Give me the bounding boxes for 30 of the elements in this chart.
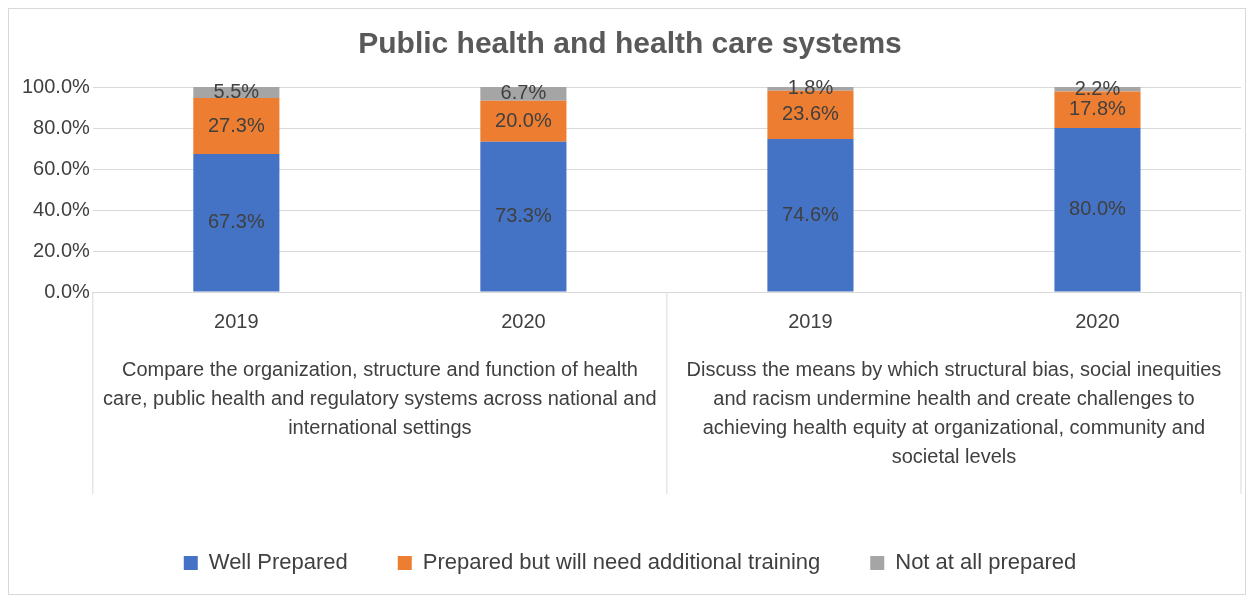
y-tick-label: 40.0% (33, 197, 91, 220)
data-label: 6.7% (500, 81, 547, 104)
x-tick-label: 2020 (501, 309, 546, 332)
bar (480, 141, 567, 292)
data-label: 67.3% (207, 210, 265, 233)
y-tick-label: 20.0% (33, 238, 91, 261)
chart-title: Public health and health care systems (358, 26, 902, 60)
text: Compare the organization, structure and function of health care, public health and regulatory systems across national and international settings (103, 357, 657, 438)
x-tick-label: 2020 (1075, 309, 1120, 332)
legend-label: Not at all prepared (895, 549, 1077, 575)
legend-label: Well Prepared (208, 549, 348, 575)
bar (767, 139, 854, 292)
data-label: 73.3% (495, 204, 552, 227)
y-tick-label: 100.0% (21, 74, 91, 97)
data-label: 80.0% (1069, 197, 1127, 220)
bar (193, 154, 280, 292)
text: Discuss the means by which structural bias, social inequities and racism undermine health and create challenges to achieving health equity at organizational, community and societal levels (686, 357, 1222, 467)
bar (193, 98, 280, 155)
data-label: 23.6% (782, 102, 839, 125)
bar (1054, 128, 1141, 292)
y-tick-label: 0.0% (44, 279, 91, 302)
data-label: 74.6% (782, 202, 839, 225)
y-tick-label: 80.0% (33, 115, 91, 138)
data-label: 27.3% (207, 113, 265, 136)
legend-label: Prepared but will need additional training (422, 549, 821, 575)
x-tick-label: 2019 (788, 309, 833, 332)
y-tick-label: 60.0% (33, 156, 91, 179)
data-label: 20.0% (495, 108, 552, 131)
data-label: 17.8% (1069, 97, 1127, 120)
x-tick-label: 2019 (214, 309, 259, 332)
